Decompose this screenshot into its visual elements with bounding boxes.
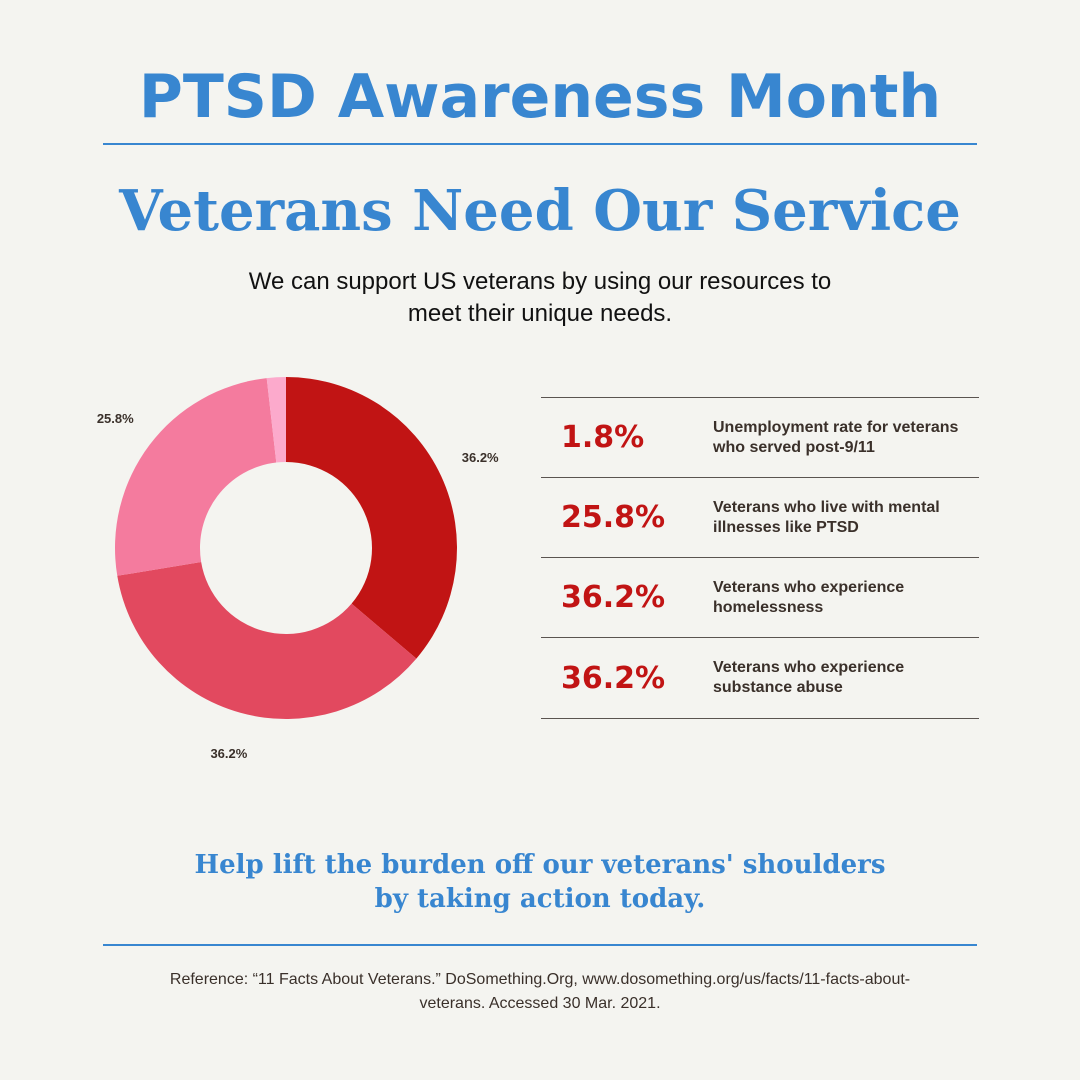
reference-text: Reference: “11 Facts About Veterans.” Do…: [169, 971, 911, 1012]
call-to-action: Help lift the burden off our veterans' s…: [194, 850, 886, 914]
stat-row: 36.2% Veterans who experience homelessne…: [541, 557, 979, 637]
stat-value: 36.2%: [561, 580, 666, 615]
donut-slice: [266, 377, 286, 463]
stat-row: 36.2% Veterans who experience substance …: [541, 637, 979, 719]
stat-value: 36.2%: [561, 660, 666, 696]
donut-slice: [117, 561, 417, 719]
divider-top: [103, 143, 977, 145]
slice-label: 25.8%: [97, 411, 134, 426]
slice-label: 1.8%: [259, 340, 289, 341]
stat-value: 25.8%: [561, 500, 666, 535]
donut-slice: [115, 378, 277, 576]
stat-row: 25.8% Veterans who live with mental illn…: [541, 477, 979, 557]
page-title: PTSD Awareness Month: [138, 62, 942, 132]
stat-description: Veterans who experience homelessness: [713, 578, 905, 616]
stat-description: Unemployment rate for veterans who serve…: [713, 418, 959, 456]
stat-row: 1.8% Unemployment rate for veterans who …: [541, 397, 979, 477]
divider-bottom: [103, 944, 977, 946]
page-subtitle: Veterans Need Our Service: [119, 178, 961, 244]
intro-text: We can support US veterans by using our …: [248, 268, 832, 327]
slice-label: 36.2%: [210, 746, 247, 761]
stat-value: 1.8%: [561, 420, 645, 455]
stats-table: 1.8% Unemployment rate for veterans who …: [541, 397, 979, 719]
donut-slice: [286, 377, 457, 659]
donut-chart: 36.2% 36.2% 25.8% 1.8%: [97, 340, 499, 761]
slice-label: 36.2%: [462, 450, 499, 465]
stat-description: Veterans who experience substance abuse: [713, 659, 905, 696]
stat-description: Veterans who live with mental illnesses …: [713, 498, 940, 536]
